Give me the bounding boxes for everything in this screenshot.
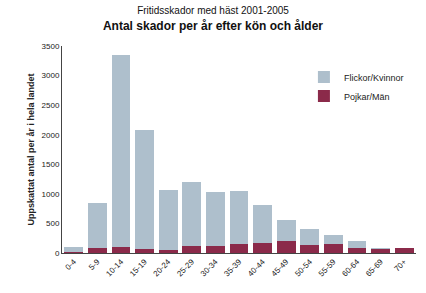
svg-text:Flickor/Kvinnor: Flickor/Kvinnor — [344, 73, 404, 83]
svg-text:3500: 3500 — [42, 42, 60, 51]
svg-text:Fritidsskador med häst 2001-20: Fritidsskador med häst 2001-2005Antal sk… — [103, 5, 323, 33]
svg-text:10-14: 10-14 — [104, 257, 125, 278]
svg-text:45-49: 45-49 — [270, 257, 291, 278]
svg-text:1500: 1500 — [42, 160, 60, 169]
svg-text:20-24: 20-24 — [152, 257, 173, 278]
svg-text:2500: 2500 — [42, 101, 60, 110]
svg-text:15-19: 15-19 — [128, 257, 149, 278]
svg-text:0-4: 0-4 — [64, 257, 79, 272]
svg-text:30-34: 30-34 — [199, 257, 220, 278]
svg-text:2000: 2000 — [42, 131, 60, 140]
svg-text:1000: 1000 — [42, 190, 60, 199]
svg-text:500: 500 — [46, 219, 60, 228]
svg-text:60-64: 60-64 — [340, 257, 361, 278]
svg-text:50-54: 50-54 — [293, 257, 314, 278]
svg-text:Pojkar/Män: Pojkar/Män — [344, 92, 390, 102]
svg-text:25-29: 25-29 — [175, 257, 196, 278]
svg-text:Uppskattat antal per år i hela: Uppskattat antal per år i hela landet — [26, 73, 36, 225]
svg-text:3000: 3000 — [42, 71, 60, 80]
svg-text:0: 0 — [55, 249, 60, 258]
svg-text:55-59: 55-59 — [317, 257, 338, 278]
svg-text:35-39: 35-39 — [222, 257, 243, 278]
svg-text:65-69: 65-69 — [364, 257, 385, 278]
svg-text:5-9: 5-9 — [87, 257, 102, 272]
svg-text:70+: 70+ — [392, 257, 408, 273]
svg-text:40-44: 40-44 — [246, 257, 267, 278]
